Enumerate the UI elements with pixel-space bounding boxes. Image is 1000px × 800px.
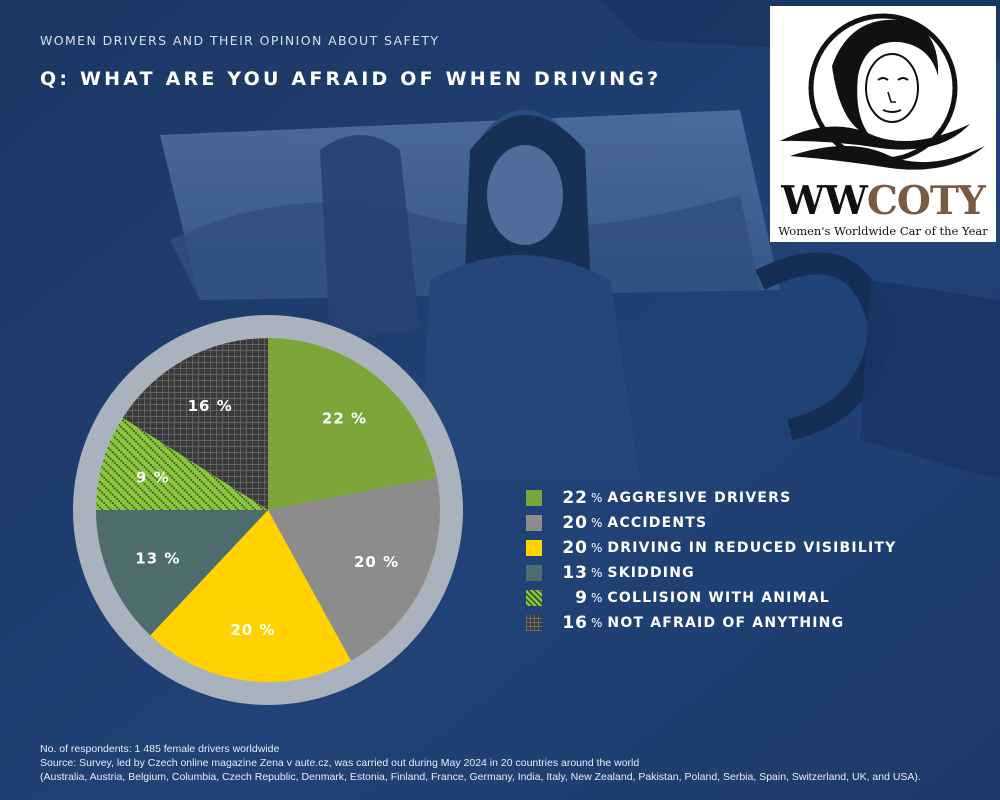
pie-slice-driving-in-reduced-visibility (150, 510, 351, 682)
pie-slice-not-afraid-of-anything (122, 338, 268, 510)
legend-item: 20% DRIVING IN REDUCED VISIBILITY (526, 535, 946, 560)
legend-unit: % (591, 590, 603, 605)
pie-slice-accidents (268, 477, 440, 661)
legend-unit: % (591, 490, 603, 505)
legend-label: COLLISION WITH ANIMAL (607, 589, 830, 606)
legend-unit: % (591, 540, 603, 555)
legend-value: 9 (575, 587, 588, 608)
pie-data-label: 20 % (230, 621, 275, 639)
respondents-note: No. of respondents: 1 485 female drivers… (40, 743, 280, 755)
legend-value: 16 (562, 612, 588, 633)
legend-swatch (526, 514, 542, 531)
chart-title: Q: WHAT ARE YOU AFRAID OF WHEN DRIVING? (40, 68, 662, 90)
pie-data-label: 22 % (322, 410, 367, 428)
pie-data-label: 16 % (188, 397, 233, 415)
legend-value: 20 (562, 537, 588, 558)
legend-unit: % (591, 515, 603, 530)
legend-swatch (526, 564, 542, 581)
pie-slice-collision-with-animal (96, 417, 268, 510)
pie-chart: 22 % 20 % 20 % 13 % 9 % 16 % (48, 290, 488, 730)
legend-swatch (526, 489, 542, 506)
legend-item: 22% AGGRESIVE DRIVERS (526, 485, 946, 510)
legend: 22% AGGRESIVE DRIVERS 20% ACCIDENTS 20% DRIVI… (526, 485, 946, 635)
logo-tagline: Women's Worldwide Car of the Year (778, 224, 988, 238)
pie-data-label: 9 % (136, 469, 170, 487)
logo-word-part2: COTY (866, 178, 986, 224)
chart-subtitle: WOMEN DRIVERS AND THEIR OPINION ABOUT SA… (40, 33, 440, 48)
legend-label: AGGRESIVE DRIVERS (607, 489, 792, 506)
legend-swatch (526, 589, 542, 606)
legend-label: ACCIDENTS (607, 514, 708, 531)
legend-unit: % (591, 615, 603, 630)
legend-swatch (526, 539, 542, 556)
logo-emblem-icon (780, 13, 985, 170)
legend-swatch (526, 614, 542, 631)
legend-label: DRIVING IN REDUCED VISIBILITY (607, 539, 897, 556)
legend-label: NOT AFRAID OF ANYTHING (607, 614, 845, 631)
logo-word-part1: WW (781, 178, 868, 224)
legend-value: 22 (562, 487, 588, 508)
pie-data-label: 20 % (354, 553, 399, 571)
legend-item: 9% COLLISION WITH ANIMAL (526, 585, 946, 610)
logo-wordmark: WWCOTY (770, 178, 996, 224)
wwcoty-logo: WWCOTY Women's Worldwide Car of the Year (770, 6, 996, 242)
legend-label: SKIDDING (607, 564, 695, 581)
legend-value: 20 (562, 512, 588, 533)
pie-slice-aggresive-drivers (268, 338, 437, 510)
legend-unit: % (591, 565, 603, 580)
countries-note: (Australia, Austria, Belgium, Columbia, … (40, 771, 921, 783)
legend-item: 16% NOT AFRAID OF ANYTHING (526, 610, 946, 635)
pie-data-label: 13 % (135, 550, 180, 568)
source-note: Source: Survey, led by Czech online maga… (40, 757, 640, 769)
legend-value: 13 (562, 562, 588, 583)
footer-notes: No. of respondents: 1 485 female drivers… (40, 742, 980, 784)
pie-slice-skidding (96, 510, 268, 636)
legend-item: 13% SKIDDING (526, 560, 946, 585)
pie-chart-svg: 22 % 20 % 20 % 13 % 9 % 16 % (73, 315, 463, 705)
legend-item: 20% ACCIDENTS (526, 510, 946, 535)
